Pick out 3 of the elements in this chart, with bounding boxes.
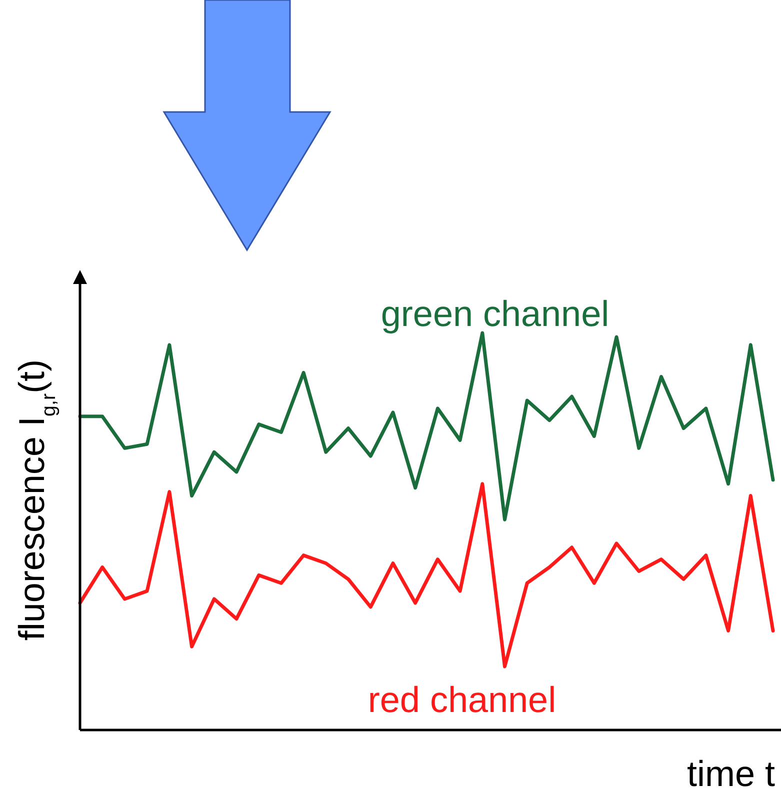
series-label: green channel bbox=[380, 293, 610, 334]
series-label: red channel bbox=[368, 679, 556, 720]
x-axis-title: time t bbox=[686, 753, 775, 794]
